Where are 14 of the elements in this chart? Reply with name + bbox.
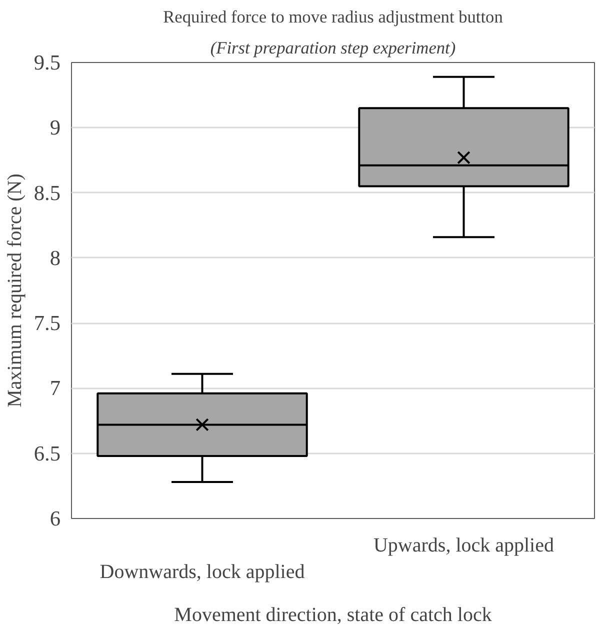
x-tick-label: Downwards, lock applied xyxy=(100,560,305,583)
y-tick-label: 9 xyxy=(50,116,61,140)
x-axis-title: Movement direction, state of catch lock xyxy=(174,604,492,626)
x-tick-label: Upwards, lock applied xyxy=(373,534,554,556)
y-tick-label: 8 xyxy=(50,246,61,270)
y-tick-label: 6.5 xyxy=(34,441,61,466)
y-tick-label: 9.5 xyxy=(34,50,61,74)
y-tick-label: 7.5 xyxy=(34,311,61,336)
chart-subtitle: (First preparation step experiment) xyxy=(210,38,456,58)
y-tick-label: 8.5 xyxy=(34,180,61,205)
y-tick-label: 7 xyxy=(50,376,61,400)
chart-title: Required force to move radius adjustment button xyxy=(163,8,504,26)
y-axis-title: Maximum required force (N) xyxy=(4,174,26,408)
y-tick-label: 6 xyxy=(50,506,61,530)
